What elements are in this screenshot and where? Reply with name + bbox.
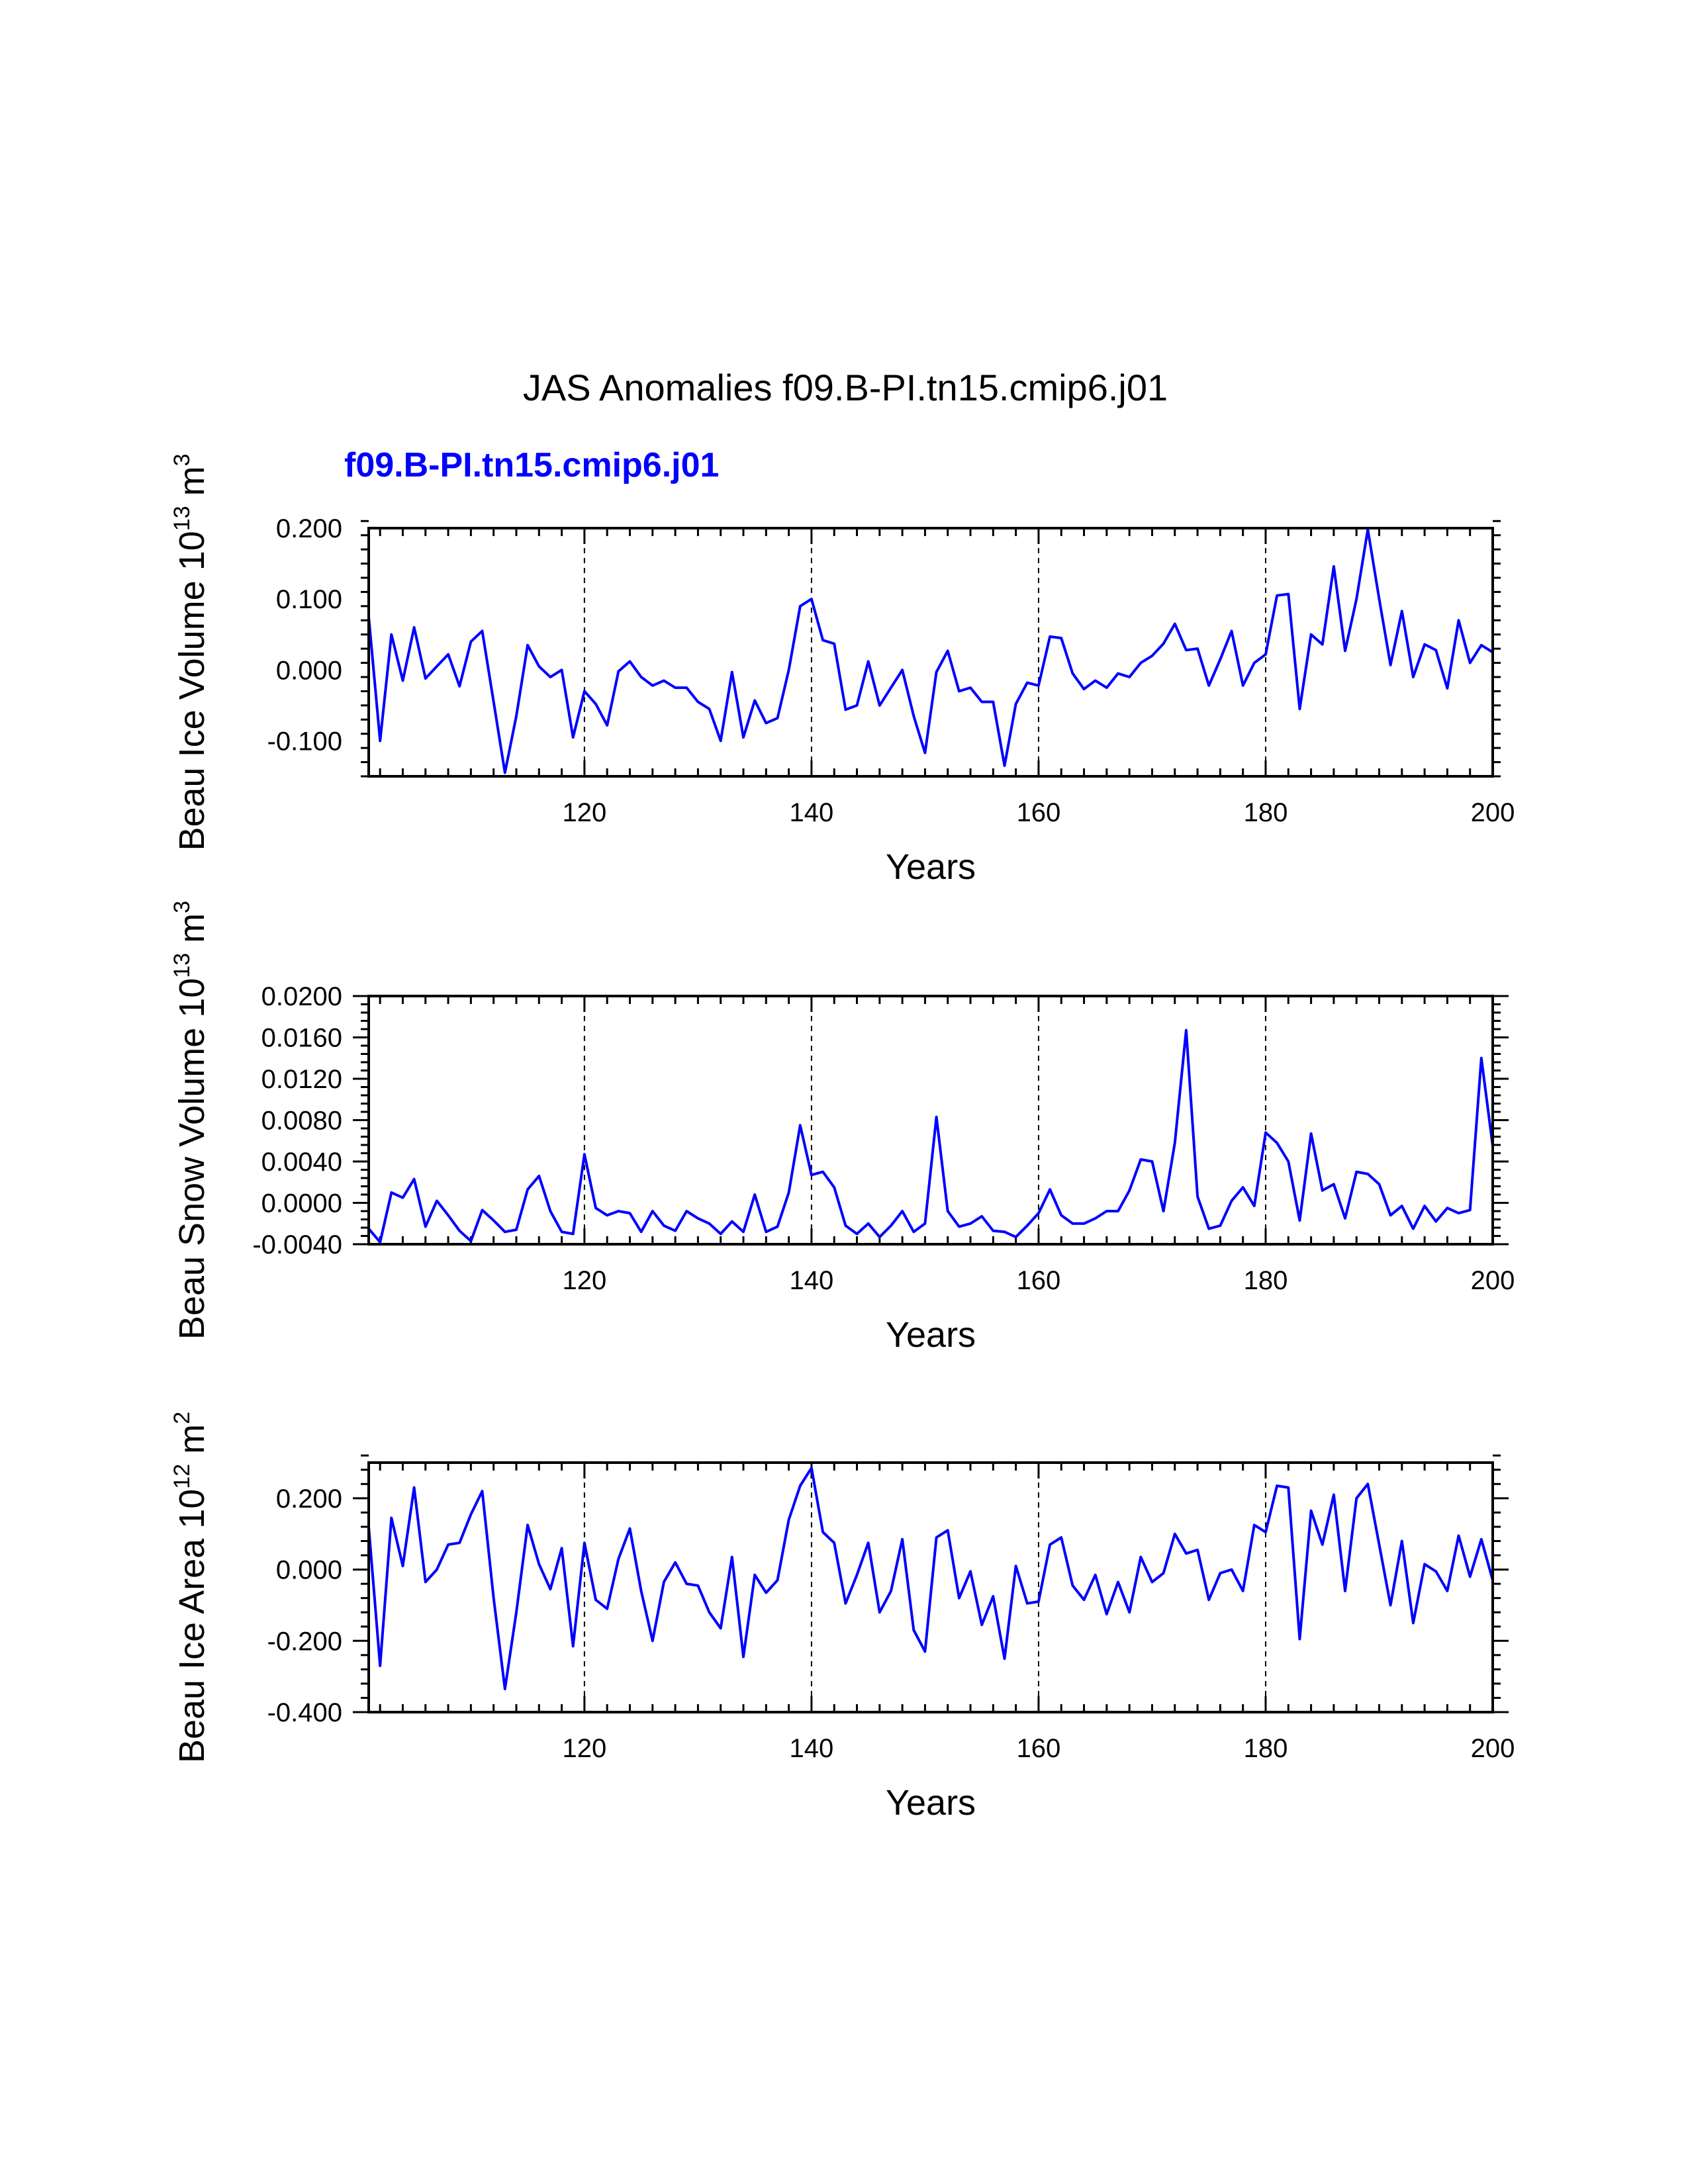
x-tick-label: 140: [790, 1734, 834, 1763]
x-tick-label: 180: [1244, 798, 1288, 827]
y-axis-label-unit: m: [172, 466, 212, 506]
y-tick-label: 0.200: [276, 514, 342, 543]
x-axis-label: Years: [886, 847, 976, 887]
x-axis-label: Years: [886, 1783, 976, 1823]
y-tick-label: 0.200: [276, 1484, 342, 1514]
series-line-1: [367, 1467, 1494, 1690]
y-axis-label-unit-exponent: 3: [169, 901, 195, 913]
y-tick-label: 0.000: [276, 656, 342, 685]
chart-panel-2: -0.0040 0.0000 0.0040 0.0080 0.0120 0.0160 0.0…: [169, 901, 1515, 1355]
chart-panels: -0.100 0.000 0.100 0.200 120 140 160 180 200 Year…: [169, 453, 1515, 1823]
plot-frame: [367, 527, 1494, 778]
series-line-1: [367, 1028, 1494, 1244]
x-tick-label: 180: [1244, 1734, 1288, 1763]
plot-frame: [367, 1461, 1494, 1713]
x-tick-label: 160: [1017, 1266, 1061, 1295]
y-axis-label-unit-exponent: 3: [169, 453, 195, 466]
y-axis-label: Beau Ice Area 1012 m2: [169, 1412, 212, 1763]
plot-frame: [367, 995, 1494, 1246]
x-tick-label: 160: [1017, 1734, 1061, 1763]
y-axis-label-base: Beau Snow Volume 10: [172, 978, 212, 1340]
y-tick-label: 0.0200: [261, 982, 342, 1011]
y-axis-label-exponent: 12: [169, 1464, 195, 1489]
series-line-1: [367, 528, 1494, 774]
y-axis-label-base: Beau Ice Area 10: [172, 1489, 212, 1763]
x-tick-label: 140: [790, 798, 834, 827]
y-axis-label-unit: m: [172, 1424, 212, 1464]
y-tick-label: 0.100: [276, 585, 342, 614]
y-tick-label: 0.0000: [261, 1189, 342, 1218]
figure-subtitle: f09.B-PI.tn15.cmip6.j01: [344, 446, 719, 484]
y-tick-label: -0.400: [267, 1698, 342, 1727]
y-tick-label: 0.000: [276, 1556, 342, 1585]
y-tick-label: 0.0160: [261, 1024, 342, 1053]
x-tick-label: 200: [1471, 1734, 1515, 1763]
y-tick-label: -0.200: [267, 1627, 342, 1656]
chart-panel-1: -0.100 0.000 0.100 0.200 120 140 160 180 200 Year…: [169, 453, 1515, 887]
y-axis-label: Beau Snow Volume 1013 m3: [169, 901, 212, 1340]
y-tick-label: -0.0040: [252, 1230, 342, 1259]
y-axis-label-exponent: 13: [169, 953, 195, 978]
figure-title: JAS Anomalies f09.B-PI.tn15.cmip6.j01: [523, 367, 1168, 408]
x-tick-label: 120: [563, 1266, 607, 1295]
x-tick-label: 120: [563, 1734, 607, 1763]
y-tick-label: 0.0120: [261, 1065, 342, 1094]
y-tick-label: -0.100: [267, 727, 342, 756]
y-axis-label-base: Beau Ice Volume 10: [172, 531, 212, 850]
chart-panel-3: -0.400 -0.200 0.000 0.200 120 140 160 180 200 Yea…: [169, 1412, 1515, 1823]
x-tick-label: 200: [1471, 798, 1515, 827]
y-axis-label-exponent: 13: [169, 506, 195, 531]
x-tick-label: 200: [1471, 1266, 1515, 1295]
y-axis-label-unit-exponent: 2: [169, 1412, 195, 1424]
y-tick-label: 0.0080: [261, 1107, 342, 1136]
x-tick-label: 120: [563, 798, 607, 827]
x-tick-label: 180: [1244, 1266, 1288, 1295]
y-axis-label-unit: m: [172, 913, 212, 953]
y-axis-label: Beau Ice Volume 1013 m3: [169, 453, 212, 850]
x-tick-label: 140: [790, 1266, 834, 1295]
y-tick-label: 0.0040: [261, 1148, 342, 1177]
x-tick-label: 160: [1017, 798, 1061, 827]
x-axis-label: Years: [886, 1315, 976, 1355]
